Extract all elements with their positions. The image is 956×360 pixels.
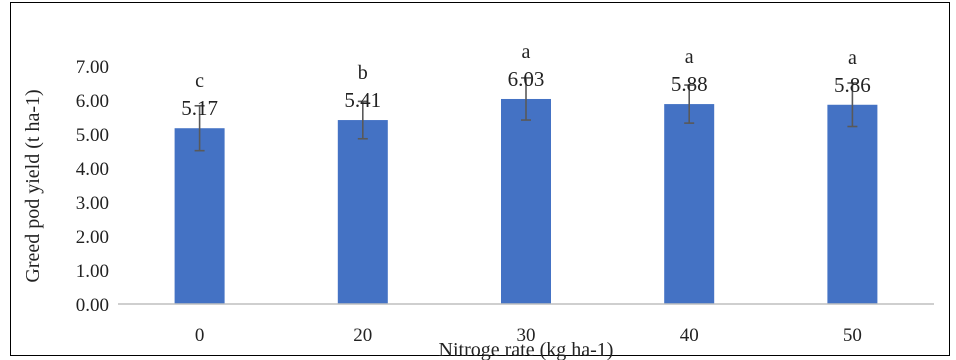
bar <box>337 120 388 304</box>
x-tick-label: 0 <box>195 325 205 346</box>
bars <box>174 98 878 304</box>
significance-letter: b <box>358 62 368 84</box>
data-label: 6.03 <box>508 67 545 91</box>
y-tick-label: 6.00 <box>76 91 109 112</box>
y-tick-label: 3.00 <box>76 193 109 214</box>
y-tick-label: 5.00 <box>76 125 109 146</box>
error-bar <box>684 84 695 124</box>
x-axis-ticks: 0 20 30 40 50 <box>195 325 862 346</box>
significance-letter: a <box>848 47 857 69</box>
x-tick-label: 50 <box>843 325 862 346</box>
significance-letters: c b a a a <box>195 41 857 92</box>
y-tick-label: 7.00 <box>76 57 109 78</box>
error-bars <box>194 77 858 152</box>
error-bar <box>521 77 531 121</box>
error-bar <box>357 100 368 140</box>
error-bar <box>847 82 858 128</box>
significance-letter: a <box>522 41 531 63</box>
y-axis-ticks: 0.00 1.00 2.00 3.00 4.00 5.00 6.00 7.00 <box>76 57 109 316</box>
data-label: 5.17 <box>181 96 218 120</box>
y-tick-label: 0.00 <box>76 295 109 316</box>
data-label: 5.41 <box>344 88 381 112</box>
bar <box>827 104 878 304</box>
x-tick-label: 40 <box>680 325 699 346</box>
bar <box>664 104 715 304</box>
bar <box>501 98 551 304</box>
significance-letter: c <box>195 70 204 92</box>
error-bar <box>194 104 205 152</box>
bar <box>174 128 225 304</box>
data-label: 5.88 <box>671 72 708 96</box>
y-axis-title: Greed pod yield (t ha-1) <box>22 89 44 282</box>
chart-frame <box>10 2 950 356</box>
y-tick-label: 1.00 <box>76 261 109 282</box>
x-tick-label: 30 <box>517 325 536 346</box>
y-tick-label: 2.00 <box>76 227 109 248</box>
y-tick-label: 4.00 <box>76 159 109 180</box>
data-labels: 5.17 5.41 6.03 5.88 5.86 <box>181 67 871 120</box>
data-label: 5.86 <box>834 73 871 97</box>
significance-letter: a <box>685 46 694 68</box>
x-tick-label: 20 <box>353 325 372 346</box>
x-axis-title: Nitroge rate (kg ha-1) <box>439 339 614 360</box>
